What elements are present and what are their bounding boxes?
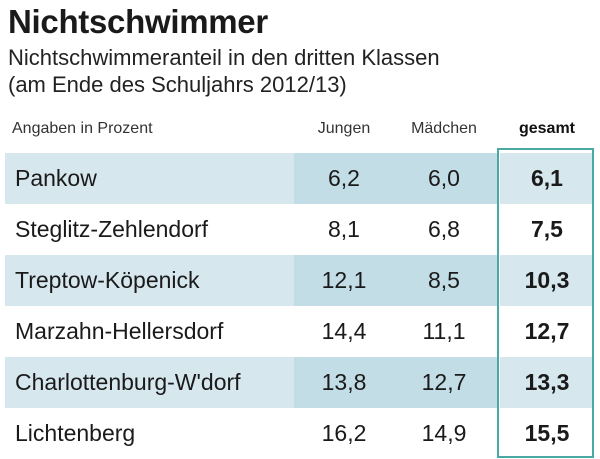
value-boys: 13,8 — [321, 369, 367, 395]
value-total: 12,7 — [524, 318, 570, 344]
district-name: Charlottenburg-W'dorf — [15, 369, 241, 395]
value-total: 7,5 — [531, 216, 563, 242]
value-girls: 14,9 — [421, 420, 467, 446]
table-row: Treptow-Köpenick 12,1 8,5 10,3 — [0, 255, 600, 306]
value-boys: 6,2 — [328, 165, 360, 191]
district-name: Lichtenberg — [15, 420, 136, 446]
value-total: 6,1 — [531, 165, 563, 191]
chart-subtitle: Nichtschwimmeranteil in den dritten Klas… — [8, 44, 440, 98]
value-boys: 14,4 — [321, 318, 367, 344]
value-girls: 6,0 — [428, 165, 460, 191]
subtitle-line-1: Nichtschwimmeranteil in den dritten Klas… — [8, 45, 440, 70]
column-header-boys: Jungen — [317, 120, 371, 137]
row-shading — [294, 153, 498, 204]
value-total: 13,3 — [524, 369, 570, 395]
district-name: Pankow — [15, 165, 97, 191]
table-row: Charlottenburg-W'dorf 13,8 12,7 13,3 — [0, 357, 600, 408]
column-header-girls: Mädchen — [411, 120, 477, 137]
table-row: Steglitz-Zehlendorf 8,1 6,8 7,5 — [0, 204, 600, 255]
table-row: Marzahn-Hellersdorf 14,4 11,1 12,7 — [0, 306, 600, 357]
row-shading — [294, 357, 498, 408]
value-boys: 12,1 — [321, 267, 367, 293]
row-shading — [5, 255, 294, 306]
table-row: Lichtenberg 16,2 14,9 15,5 — [0, 408, 600, 459]
value-girls: 8,5 — [428, 267, 460, 293]
column-header-total: gesamt — [518, 120, 576, 137]
row-shading — [5, 357, 294, 408]
district-name: Marzahn-Hellersdorf — [15, 318, 224, 344]
value-girls: 11,1 — [422, 318, 466, 344]
row-shading — [500, 255, 594, 306]
row-shading — [500, 357, 594, 408]
district-name: Treptow-Köpenick — [15, 267, 200, 293]
unit-note: Angaben in Prozent — [12, 120, 153, 137]
row-shading — [294, 255, 498, 306]
chart-title: Nichtschwimmer — [8, 3, 268, 40]
value-total: 15,5 — [524, 420, 570, 446]
value-boys: 8,1 — [328, 216, 360, 242]
table-row: Pankow 6,2 6,0 6,1 — [0, 153, 600, 204]
value-boys: 16,2 — [321, 420, 367, 446]
value-girls: 12,7 — [421, 369, 467, 395]
value-girls: 6,8 — [428, 216, 460, 242]
district-name: Steglitz-Zehlendorf — [15, 216, 209, 242]
value-total: 10,3 — [524, 267, 570, 293]
row-shading — [500, 153, 594, 204]
row-shading — [5, 153, 294, 204]
subtitle-line-2: (am Ende des Schuljahrs 2012/13) — [8, 72, 347, 97]
